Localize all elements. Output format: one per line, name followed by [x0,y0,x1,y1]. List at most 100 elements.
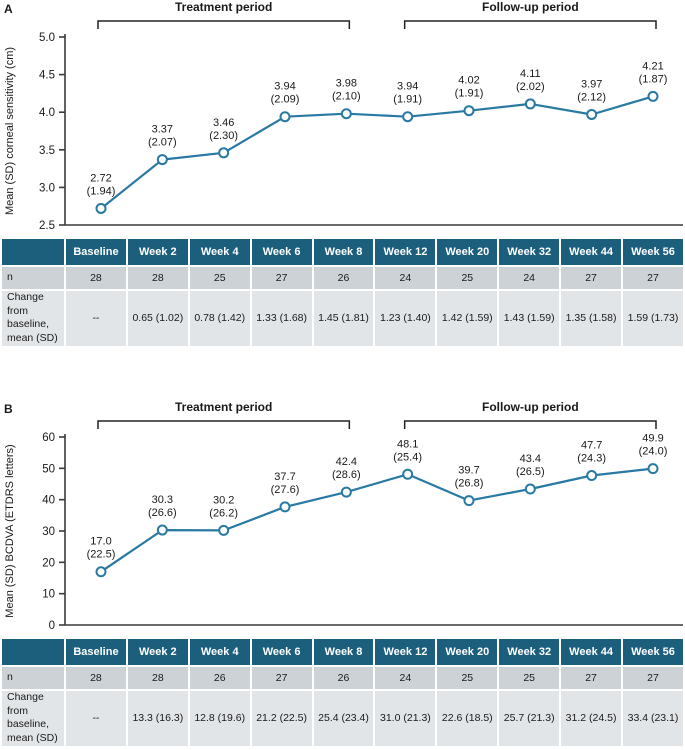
data-point-marker [156,154,168,166]
data-point-mean-label: 30.3 [152,494,173,506]
data-point-mean-label: 42.4 [336,456,357,468]
table-cell: 22.6 (18.5) [437,691,498,746]
table-cell: 25 [499,667,560,689]
panel-a-line-chart: Treatment period Follow-up period 2.5 3.0 3.… [4,0,683,232]
row-label: n [2,667,64,689]
data-point-mean-label: 3.37 [152,124,173,136]
column-header: Week 8 [313,639,374,665]
period-label: Follow-up period [482,400,579,414]
y-tick-label: 3.5 [39,145,55,157]
row-label: Change from baseline, mean (SD) [2,291,64,346]
table-cell: 28 [127,267,188,289]
data-point-sd-label: (26.6) [148,507,177,519]
table-cell: 1.42 (1.59) [437,291,498,346]
column-header: Week 4 [189,639,250,665]
panel-a-table: Baseline Week 2 Week 4 Week 6 Week 8 Week 12 W… [0,237,685,348]
data-point-mean-label: 4.11 [520,68,541,80]
data-point-marker [402,468,414,480]
data-point-mean-label: 17.0 [90,536,111,548]
column-header: Week 8 [313,239,374,265]
period-bracket [97,20,351,29]
data-point-marker [647,90,659,102]
period-label: Treatment period [175,0,272,14]
table-cell: 24 [499,267,560,289]
table-cell: 26 [313,667,374,689]
y-tick-label: 4.5 [39,70,55,82]
table-cell: 25.4 (23.4) [313,691,374,746]
data-point-mean-label: 39.7 [458,465,479,477]
row-label: Change from baseline, mean (SD) [2,691,64,746]
column-header: Week 20 [437,239,498,265]
column-header: Week 2 [127,239,188,265]
table-cell: 27 [623,667,683,689]
data-point-sd-label: (24.0) [639,446,668,458]
y-tick-label: 60 [42,432,55,444]
column-header: Week 12 [375,639,436,665]
table-cell: 26 [189,667,250,689]
column-header: Week 56 [623,639,683,665]
table-cell: 24 [375,267,436,289]
data-point-sd-label: (26.8) [455,478,484,490]
data-point-mean-label: 30.2 [213,494,234,506]
y-tick-label: 0 [49,620,55,632]
data-point-marker [156,524,168,536]
table-cell: 1.43 (1.59) [499,291,560,346]
data-point-mean-label: 49.9 [642,433,663,445]
data-point-sd-label: (1.87) [639,73,668,85]
y-axis-title: Mean (SD) BCDVA (ETDRS letters) [4,444,16,617]
data-point-sd-label: (1.91) [455,88,484,100]
y-tick-label: 3.0 [39,182,55,194]
data-point-sd-label: (2.07) [148,137,177,149]
table-cell: -- [66,291,126,346]
data-point-marker [95,566,107,578]
data-point-marker [279,111,291,123]
data-point-sd-label: (22.5) [87,549,116,561]
data-point-mean-label: 4.21 [642,60,663,72]
data-point-mean-label: 48.1 [397,438,418,450]
panel-b-table: Baseline Week 2 Week 4 Week 6 Week 8 Week 12 W… [0,637,685,748]
table-cell: 1.59 (1.73) [623,291,683,346]
panel-b-label: B [4,402,13,416]
table-cell: 0.65 (1.02) [127,291,188,346]
column-header: Baseline [66,239,126,265]
period-label: Treatment period [175,400,272,414]
panel-b-line-chart: Treatment period Follow-up period 0 10 20 30 4… [4,400,683,632]
column-header: Week 4 [189,239,250,265]
table-cell: 31.0 (21.3) [375,691,436,746]
column-header: Week 56 [623,239,683,265]
data-point-mean-label: 3.94 [274,81,295,93]
row-label: n [2,267,64,289]
table-cell: 33.4 (23.1) [623,691,683,746]
y-tick-label: 40 [42,495,55,507]
table-cell: 25.7 (21.3) [499,691,560,746]
data-point-sd-label: (2.09) [271,94,300,106]
table-cell: 28 [127,667,188,689]
period-bracket [403,20,657,29]
data-point-sd-label: (26.2) [209,507,238,519]
data-point-mean-label: 2.72 [90,172,111,184]
period-bracket [403,420,657,429]
data-point-marker [586,108,598,120]
data-point-mean-label: 47.7 [581,440,602,452]
table-cell: 27 [251,267,312,289]
period-label: Follow-up period [482,0,579,14]
column-header-empty [2,639,64,665]
panel-b: B Treatment period Follow-up period 0 10 20 3… [0,400,685,748]
table-cell: 13.3 (16.3) [127,691,188,746]
table-cell: 1.45 (1.81) [313,291,374,346]
data-point-mean-label: 3.46 [213,117,234,129]
data-point-mean-label: 43.4 [520,453,541,465]
table-cell: 25 [189,267,250,289]
data-point-mean-label: 3.94 [397,81,418,93]
data-point-marker [463,495,475,507]
data-point-marker [402,111,414,123]
y-tick-label: 30 [42,526,55,538]
table-cell: 26 [313,267,374,289]
table-cell: 24 [375,667,436,689]
table-cell: 25 [437,667,498,689]
data-point-sd-label: (2.30) [209,130,238,142]
column-header: Week 44 [561,639,622,665]
column-header: Week 20 [437,639,498,665]
data-point-sd-label: (2.02) [516,81,545,93]
